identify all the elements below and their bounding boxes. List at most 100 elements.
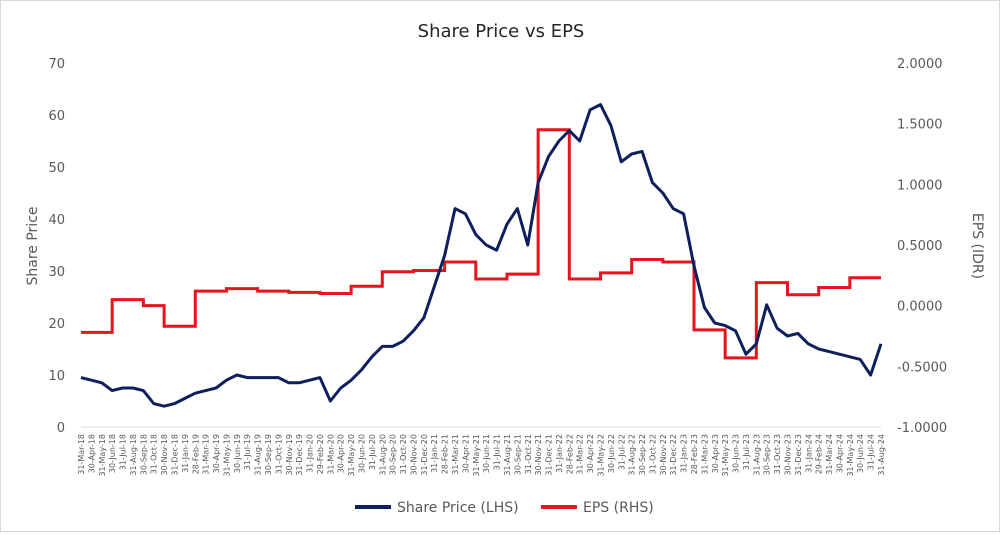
eps-point: [879, 276, 883, 280]
eps-point: [131, 298, 135, 302]
share-price-point: [848, 355, 852, 359]
share-price-point: [463, 212, 467, 216]
share-price-point: [100, 381, 104, 385]
x-tick-label: 31-Dec-18: [171, 434, 180, 476]
share-price-point: [505, 222, 509, 226]
eps-point: [692, 328, 696, 332]
y-left-tick-label: 0: [57, 421, 65, 436]
x-tick-label: 29-Feb-24: [815, 434, 824, 474]
eps-point: [443, 260, 447, 264]
share-price-point: [287, 381, 291, 385]
share-price-point: [204, 389, 208, 393]
eps-point: [682, 260, 686, 264]
eps-point: [567, 277, 571, 281]
x-tick-label: 30-Apr-18: [87, 434, 96, 473]
eps-point: [505, 272, 509, 276]
x-tick-label: 31-Jan-22: [555, 434, 564, 473]
series-line-share-price: [80, 103, 883, 408]
eps-point: [734, 356, 738, 360]
share-price-point: [837, 352, 841, 356]
x-tick-label: 31-Dec-23: [794, 434, 803, 476]
x-tick-label: 30-Apr-21: [461, 434, 470, 473]
share-price-point: [193, 391, 197, 395]
share-price-point: [131, 386, 135, 390]
share-price-point: [567, 129, 571, 133]
eps-point: [484, 277, 488, 281]
x-tick-label: 30-Jun-24: [856, 434, 865, 473]
share-price-point: [526, 243, 530, 247]
x-tick-label: 30-Nov-18: [160, 434, 169, 476]
x-tick-label: 30-Sep-20: [389, 434, 398, 475]
x-tick-label: 31-Jul-21: [493, 434, 502, 470]
share-price-point: [661, 191, 665, 195]
share-price-point: [609, 123, 613, 127]
legend-item-share-price[interactable]: Share Price (LHS): [355, 500, 519, 516]
chart-title: Share Price vs EPS: [418, 21, 585, 42]
y-axis-right: -1.0000 -0.5000 0.0000 0.5000 1.0000 1.5000 2.…: [897, 57, 947, 436]
share-price-point: [256, 376, 260, 380]
x-tick-label: 28-Feb-19: [191, 434, 200, 474]
x-tick-label: 28-Feb-21: [441, 434, 450, 474]
x-tick-label: 29-Feb-20: [316, 434, 325, 474]
x-tick-label: 31-Jan-21: [430, 434, 439, 473]
x-tick-label: 31-Oct-19: [274, 434, 283, 474]
share-price-point: [266, 376, 270, 380]
share-price-point: [495, 248, 499, 252]
share-price-point: [110, 389, 114, 393]
x-tick-label: 31-Mar-21: [451, 434, 460, 475]
x-tick-label: 31-Aug-23: [752, 434, 761, 476]
share-price-point: [630, 152, 634, 156]
x-tick-label: 31-Mar-24: [825, 434, 834, 475]
share-price-point: [557, 139, 561, 143]
x-axis: 31-Mar-18 30-Apr-18 31-May-18 30-Jun-18 31-J…: [77, 426, 886, 477]
x-tick-label: 30-Nov-21: [534, 434, 543, 476]
eps-point: [141, 304, 145, 308]
eps-point: [453, 260, 457, 264]
x-tick-label: 31-Dec-20: [420, 434, 429, 476]
share-price-point: [879, 342, 883, 346]
share-price-point: [671, 207, 675, 211]
share-price-point: [339, 386, 343, 390]
eps-point: [671, 260, 675, 264]
x-tick-label: 31-May-22: [596, 434, 605, 477]
share-price-point: [588, 108, 592, 112]
eps-point: [609, 271, 613, 275]
x-tick-label: 30-Jun-19: [233, 434, 242, 473]
x-tick-label: 30-Jun-20: [358, 434, 367, 473]
x-tick-label: 31-Aug-22: [628, 434, 637, 476]
share-price-point: [152, 402, 156, 406]
x-tick-label: 31-Jul-24: [867, 434, 876, 470]
share-price-point: [713, 321, 717, 325]
share-price-point: [806, 342, 810, 346]
y-left-tick-label: 10: [48, 369, 65, 384]
share-price-point: [173, 402, 177, 406]
share-price-point: [692, 264, 696, 268]
x-tick-label: 31-Jul-18: [119, 434, 128, 470]
share-price-point: [308, 378, 312, 382]
share-price-point: [276, 376, 280, 380]
eps-point: [183, 324, 187, 328]
share-price-point: [785, 334, 789, 338]
x-tick-label: 31-Aug-18: [129, 434, 138, 476]
y-axis-left-label: Share Price: [25, 206, 41, 285]
legend-item-eps[interactable]: EPS (RHS): [541, 500, 654, 516]
eps-point: [328, 292, 332, 296]
x-tick-label: 31-May-24: [846, 434, 855, 477]
share-price-point: [765, 303, 769, 307]
eps-point: [121, 298, 125, 302]
eps-point: [723, 356, 727, 360]
share-price-point: [474, 233, 478, 237]
x-tick-label: 31-May-19: [222, 434, 231, 477]
share-price-point: [411, 329, 415, 333]
eps-point: [827, 285, 831, 289]
x-tick-label: 31-Dec-22: [669, 434, 678, 476]
x-tick-label: 30-Nov-22: [659, 434, 668, 476]
y-left-tick-label: 70: [48, 57, 65, 72]
y-right-tick-label: 1.0000: [897, 178, 943, 193]
eps-point: [287, 290, 291, 294]
x-tick-label: 30-Jun-21: [482, 434, 491, 473]
x-tick-label: 31-Jan-19: [181, 434, 190, 473]
share-price-point: [650, 181, 654, 185]
eps-point: [110, 298, 114, 302]
